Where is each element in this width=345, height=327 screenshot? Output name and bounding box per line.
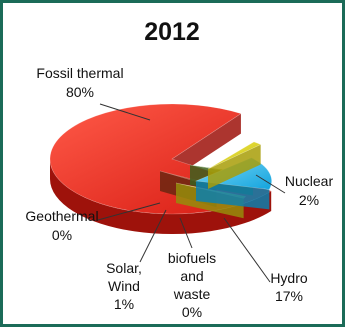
- label-biofuels-value: 0%: [182, 304, 202, 320]
- label-nuclear-value: 2%: [299, 192, 319, 208]
- label-geothermal-name: Geothermal: [25, 208, 98, 224]
- label-solar-wind-value: 1%: [114, 296, 134, 312]
- leader-line-3: [179, 217, 193, 249]
- label-fossil-thermal-value: 80%: [66, 84, 94, 100]
- slice-cut-0: [172, 113, 241, 179]
- label-nuclear-name: Nuclear: [285, 173, 334, 189]
- slice-side-0: [50, 159, 272, 235]
- label-fossil-thermal-name: Fossil thermal: [36, 65, 123, 81]
- leader-line-2: [223, 217, 271, 283]
- leader-lines: [97, 103, 286, 283]
- label-hydro-name: Hydro: [270, 270, 308, 286]
- chart-title: 2012: [144, 18, 200, 46]
- slice-nuclear: [207, 141, 262, 170]
- leader-line-4: [139, 209, 167, 263]
- label-biofuels-line1: biofuels: [168, 250, 216, 266]
- leader-line-0: [99, 103, 151, 121]
- label-biofuels-line3: waste: [173, 286, 211, 302]
- label-hydro-value: 17%: [275, 288, 303, 304]
- leader-line-5: [97, 202, 161, 221]
- label-solar-wind-line2: Wind: [108, 278, 140, 294]
- slice-cut-2: [196, 181, 270, 210]
- slice-cut-1: [208, 144, 261, 189]
- label-biofuels-line2: and: [180, 268, 203, 284]
- label-geothermal-value: 0%: [52, 227, 72, 243]
- pie-slices: [49, 103, 272, 235]
- leader-line-1: [255, 174, 286, 194]
- label-solar-wind-line1: Solar,: [106, 260, 142, 276]
